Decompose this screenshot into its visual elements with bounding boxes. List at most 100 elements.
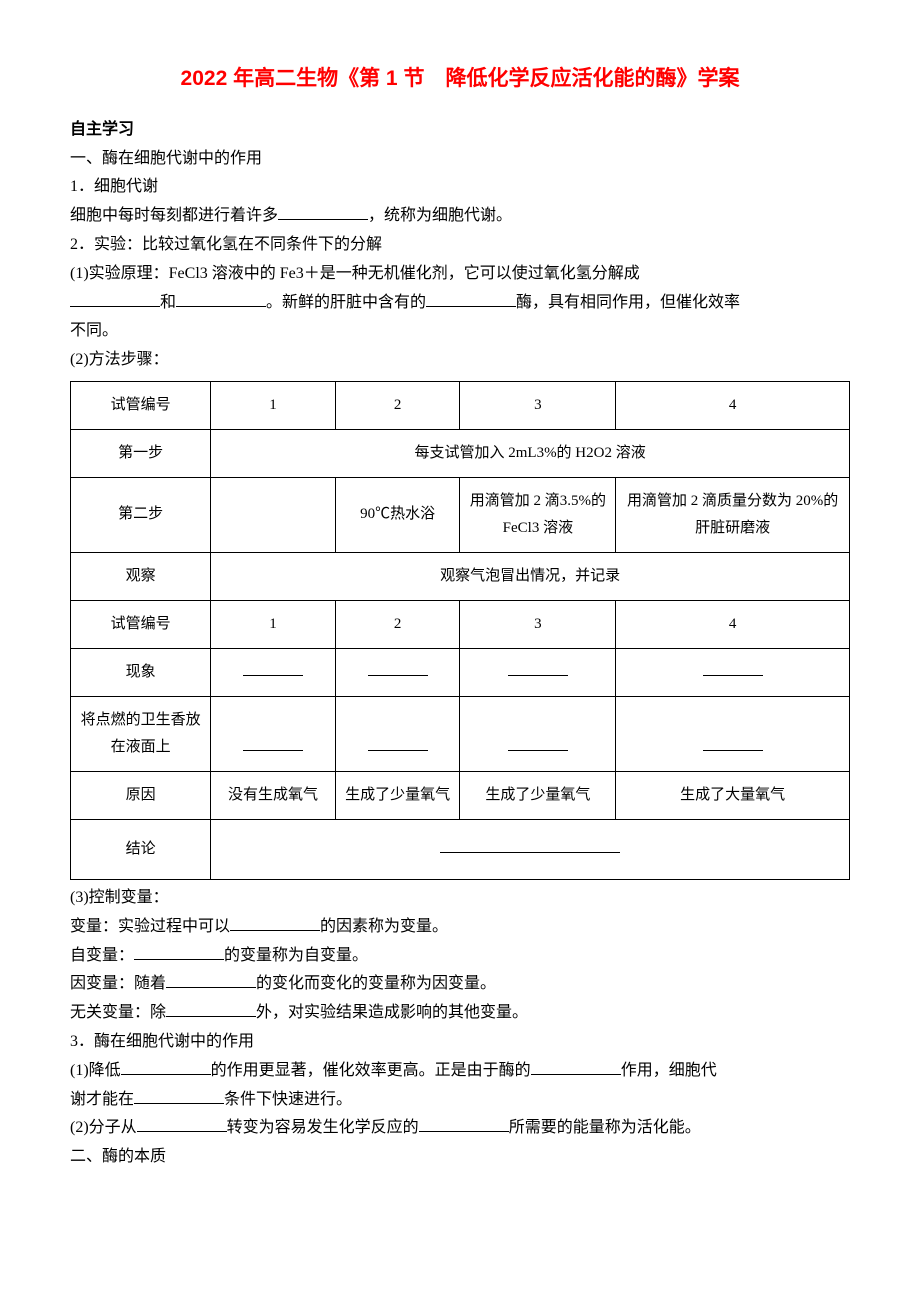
text: 。新鲜的肝脏中含有的 bbox=[266, 294, 426, 311]
line-uvar: 无关变量：除 外，对实验结果造成影响的其他变量。 bbox=[70, 999, 850, 1028]
line-cell-metabolism: 细胞中每时每刻都进行着许多，统称为细胞代谢。 bbox=[70, 202, 850, 231]
cell: 1 bbox=[211, 600, 336, 648]
blank-fill[interactable] bbox=[508, 736, 568, 751]
blank-fill[interactable] bbox=[278, 204, 368, 220]
table-row: 试管编号 1 2 3 4 bbox=[71, 600, 850, 648]
text: 的变量称为自变量。 bbox=[224, 947, 368, 964]
heading-sec1-1: 1．细胞代谢 bbox=[70, 173, 850, 202]
blank-fill[interactable] bbox=[134, 944, 224, 960]
cell-merged: 每支试管加入 2mL3%的 H2O2 溶液 bbox=[211, 429, 850, 477]
page-title: 2022 年高二生物《第 1 节 降低化学反应活化能的酶》学案 bbox=[70, 60, 850, 98]
table-row: 试管编号 1 2 3 4 bbox=[71, 381, 850, 429]
line-principle-3: 不同。 bbox=[70, 317, 850, 346]
cell: 90℃热水浴 bbox=[335, 477, 460, 552]
blank-fill[interactable] bbox=[166, 1001, 256, 1017]
cell-header: 原因 bbox=[71, 771, 211, 819]
text: 的变化而变化的变量称为因变量。 bbox=[256, 975, 496, 992]
cell[interactable] bbox=[211, 648, 336, 696]
text: ，统称为细胞代谢。 bbox=[368, 207, 512, 224]
text: (2)分子从 bbox=[70, 1119, 137, 1136]
blank-fill[interactable] bbox=[426, 291, 516, 307]
table-row: 原因 没有生成氧气 生成了少量氧气 生成了少量氧气 生成了大量氧气 bbox=[71, 771, 850, 819]
table-row: 第一步 每支试管加入 2mL3%的 H2O2 溶液 bbox=[71, 429, 850, 477]
heading-sec1-2: 2．实验：比较过氧化氢在不同条件下的分解 bbox=[70, 231, 850, 260]
text: 和 bbox=[160, 294, 176, 311]
blank-fill[interactable] bbox=[137, 1116, 227, 1132]
table-row: 观察 观察气泡冒出情况，并记录 bbox=[71, 552, 850, 600]
blank-fill[interactable] bbox=[121, 1059, 211, 1075]
cell-merged[interactable] bbox=[211, 819, 850, 879]
heading-control-var: (3)控制变量： bbox=[70, 884, 850, 913]
cell-header: 观察 bbox=[71, 552, 211, 600]
line-1-3-1: (1)降低的作用更显著，催化效率更高。正是由于酶的作用，细胞代 bbox=[70, 1057, 850, 1086]
line-variable: 变量：实验过程中可以 的因素称为变量。 bbox=[70, 913, 850, 942]
blank-fill[interactable] bbox=[440, 838, 620, 853]
blank-fill[interactable] bbox=[134, 1088, 224, 1104]
heading-sec1: 一、酶在细胞代谢中的作用 bbox=[70, 145, 850, 174]
blank-fill[interactable] bbox=[508, 661, 568, 676]
cell-header: 第一步 bbox=[71, 429, 211, 477]
cell: 生成了大量氧气 bbox=[616, 771, 850, 819]
cell[interactable] bbox=[460, 696, 616, 771]
cell-header: 试管编号 bbox=[71, 381, 211, 429]
text: 的作用更显著，催化效率更高。正是由于酶的 bbox=[211, 1062, 531, 1079]
heading-sec2: 二、酶的本质 bbox=[70, 1143, 850, 1172]
cell[interactable] bbox=[616, 696, 850, 771]
cell: 3 bbox=[460, 600, 616, 648]
cell: 用滴管加 2 滴质量分数为 20%的肝脏研磨液 bbox=[616, 477, 850, 552]
line-principle: (1)实验原理：FeCl3 溶液中的 Fe3＋是一种无机催化剂，它可以使过氧化氢… bbox=[70, 260, 850, 289]
cell: 4 bbox=[616, 381, 850, 429]
text: 酶，具有相同作用，但催化效率 bbox=[516, 294, 740, 311]
table-row: 第二步 90℃热水浴 用滴管加 2 滴3.5%的 FeCl3 溶液 用滴管加 2… bbox=[71, 477, 850, 552]
text: 无关变量：除 bbox=[70, 1004, 166, 1021]
line-1-3-1b: 谢才能在 条件下快速进行。 bbox=[70, 1086, 850, 1115]
blank-fill[interactable] bbox=[531, 1059, 621, 1075]
text: 作用，细胞代 bbox=[621, 1062, 717, 1079]
blank-fill[interactable] bbox=[703, 661, 763, 676]
line-principle-2: 和 。新鲜的肝脏中含有的 酶，具有相同作用，但催化效率 bbox=[70, 289, 850, 318]
cell bbox=[211, 477, 336, 552]
cell: 4 bbox=[616, 600, 850, 648]
cell: 2 bbox=[335, 600, 460, 648]
cell-header: 现象 bbox=[71, 648, 211, 696]
text: 变量：实验过程中可以 bbox=[70, 918, 230, 935]
blank-fill[interactable] bbox=[368, 661, 428, 676]
cell-merged: 观察气泡冒出情况，并记录 bbox=[211, 552, 850, 600]
cell[interactable] bbox=[460, 648, 616, 696]
text: 自变量： bbox=[70, 947, 134, 964]
cell[interactable] bbox=[616, 648, 850, 696]
blank-fill[interactable] bbox=[70, 291, 160, 307]
cell: 用滴管加 2 滴3.5%的 FeCl3 溶液 bbox=[460, 477, 616, 552]
blank-fill[interactable] bbox=[243, 736, 303, 751]
blank-fill[interactable] bbox=[176, 291, 266, 307]
cell-header: 结论 bbox=[71, 819, 211, 879]
cell[interactable] bbox=[211, 696, 336, 771]
line-ivar: 自变量： 的变量称为自变量。 bbox=[70, 942, 850, 971]
line-1-3-2: (2)分子从转变为容易发生化学反应的所需要的能量称为活化能。 bbox=[70, 1114, 850, 1143]
blank-fill[interactable] bbox=[243, 661, 303, 676]
blank-fill[interactable] bbox=[368, 736, 428, 751]
cell: 没有生成氧气 bbox=[211, 771, 336, 819]
line-dvar: 因变量：随着 的变化而变化的变量称为因变量。 bbox=[70, 970, 850, 999]
cell: 生成了少量氧气 bbox=[460, 771, 616, 819]
text: 谢才能在 bbox=[70, 1091, 134, 1108]
experiment-table: 试管编号 1 2 3 4 第一步 每支试管加入 2mL3%的 H2O2 溶液 第… bbox=[70, 381, 850, 880]
text: 的因素称为变量。 bbox=[320, 918, 448, 935]
cell[interactable] bbox=[335, 648, 460, 696]
cell-header: 试管编号 bbox=[71, 600, 211, 648]
table-row: 现象 bbox=[71, 648, 850, 696]
text: 条件下快速进行。 bbox=[224, 1091, 352, 1108]
text: 因变量：随着 bbox=[70, 975, 166, 992]
cell: 3 bbox=[460, 381, 616, 429]
text: (1)实验原理：FeCl3 溶液中的 Fe3＋是一种无机催化剂，它可以使过氧化氢… bbox=[70, 265, 640, 282]
heading-self-study: 自主学习 bbox=[70, 116, 850, 145]
cell: 1 bbox=[211, 381, 336, 429]
blank-fill[interactable] bbox=[703, 736, 763, 751]
text: 外，对实验结果造成影响的其他变量。 bbox=[256, 1004, 528, 1021]
blank-fill[interactable] bbox=[230, 915, 320, 931]
blank-fill[interactable] bbox=[419, 1116, 509, 1132]
text: 所需要的能量称为活化能。 bbox=[509, 1119, 701, 1136]
blank-fill[interactable] bbox=[166, 972, 256, 988]
cell[interactable] bbox=[335, 696, 460, 771]
cell-header: 将点燃的卫生香放在液面上 bbox=[71, 696, 211, 771]
